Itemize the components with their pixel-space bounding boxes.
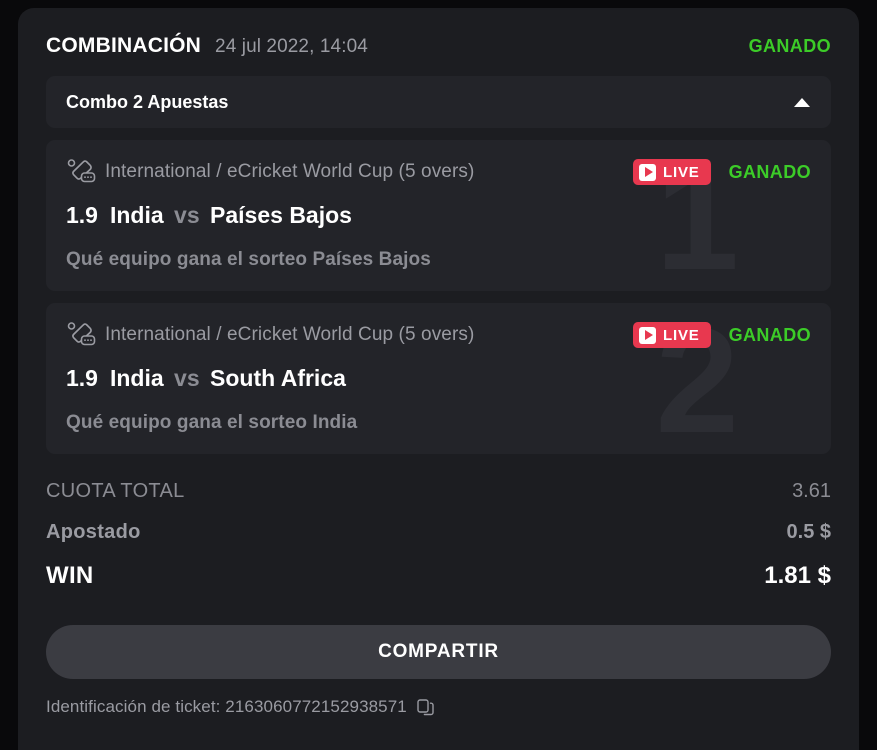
- copy-icon[interactable]: [417, 698, 434, 716]
- win-row: WIN 1.81 $: [46, 562, 831, 603]
- total-odds-row: CUOTA TOTAL 3.61: [46, 480, 831, 521]
- stake-label: Apostado: [46, 521, 141, 543]
- bet-selection: 1.9 India vs South Africa: [66, 365, 811, 392]
- ticket-header: COMBINACIÓN 24 jul 2022, 14:04 GANADO: [18, 8, 859, 76]
- away-team: South Africa: [210, 365, 346, 391]
- list-item[interactable]: 2 International / eCricket World Cup (5 …: [46, 303, 831, 454]
- share-button[interactable]: COMPARTIR: [46, 625, 831, 679]
- bet-ticket-card: COMBINACIÓN 24 jul 2022, 14:04 GANADO Co…: [18, 8, 859, 750]
- triangle-up-icon[interactable]: [793, 93, 811, 111]
- stake-row: Apostado 0.5 $: [46, 521, 831, 562]
- home-team: India: [109, 202, 164, 228]
- bet-market: Qué equipo gana el sorteo Países Bajos: [66, 249, 431, 270]
- live-label: LIVE: [663, 163, 700, 181]
- ticket-timestamp: 24 jul 2022, 14:04: [215, 36, 368, 57]
- combo-label: Combo 2 Apuestas: [66, 91, 229, 112]
- ecricket-gamepad-icon: [66, 321, 96, 349]
- bet-status-badge: GANADO: [728, 161, 811, 182]
- stake-value: 0.5 $: [786, 521, 831, 543]
- live-badge: LIVE: [633, 159, 711, 185]
- live-badge: LIVE: [633, 322, 711, 348]
- vs-separator: vs: [174, 365, 200, 391]
- total-odds-label: CUOTA TOTAL: [46, 480, 185, 502]
- bet-list: 1 International / eCricket World Cup (5 …: [46, 140, 831, 454]
- ticket-id-row: Identificación de ticket: 21630607721529…: [46, 697, 831, 717]
- win-value: 1.81 $: [764, 562, 831, 589]
- totals-section: CUOTA TOTAL 3.61 Apostado 0.5 $ WIN 1.81…: [46, 480, 831, 603]
- league-name: International / eCricket World Cup (5 ov…: [105, 161, 475, 182]
- live-label: LIVE: [663, 326, 700, 344]
- combo-accordion-header[interactable]: Combo 2 Apuestas: [46, 76, 831, 128]
- bet-market: Qué equipo gana el sorteo India: [66, 412, 358, 433]
- away-team: Países Bajos: [210, 202, 352, 228]
- bet-meta-row: International / eCricket World Cup (5 ov…: [66, 158, 811, 186]
- win-label: WIN: [46, 562, 94, 589]
- home-team: India: [109, 365, 164, 391]
- bet-meta-row: International / eCricket World Cup (5 ov…: [66, 321, 811, 349]
- bet-status-badge: GANADO: [728, 324, 811, 345]
- play-icon: [639, 326, 657, 344]
- list-item[interactable]: 1 International / eCricket World Cup (5 …: [46, 140, 831, 291]
- ecricket-gamepad-icon: [66, 158, 96, 186]
- vs-separator: vs: [174, 202, 200, 228]
- total-odds-value: 3.61: [792, 480, 831, 502]
- play-icon: [639, 163, 657, 181]
- league-name: International / eCricket World Cup (5 ov…: [105, 324, 475, 345]
- bet-odds: 1.9: [66, 365, 98, 391]
- page-title: COMBINACIÓN: [46, 34, 202, 57]
- status-badge: GANADO: [748, 36, 831, 56]
- bet-selection: 1.9 India vs Países Bajos: [66, 202, 811, 229]
- bet-odds: 1.9: [66, 202, 98, 228]
- ticket-id-text: Identificación de ticket: 21630607721529…: [46, 697, 407, 716]
